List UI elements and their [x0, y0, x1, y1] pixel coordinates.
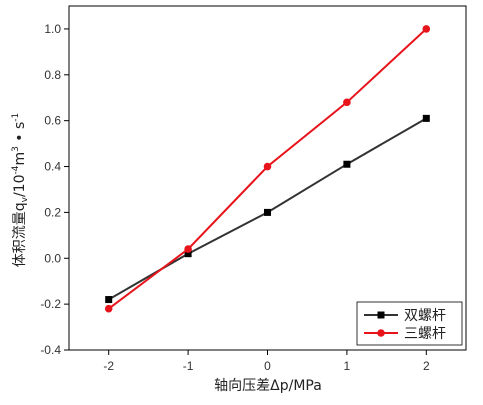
y-tick-label: 0.0 [44, 251, 61, 265]
data-point-square [343, 160, 351, 168]
y-tick-label: 0.2 [44, 205, 61, 219]
legend-label-shuangluogan: 双螺杆 [404, 308, 446, 324]
data-point-square [264, 208, 271, 216]
data-point-circle [343, 98, 351, 107]
x-tick-label: -2 [103, 359, 114, 373]
y-tick-label: 0.8 [44, 68, 61, 82]
legend-marker-shuangluogan [377, 311, 385, 319]
data-point-square [422, 114, 430, 122]
data-point-circle [104, 304, 113, 313]
series-layer [104, 25, 431, 313]
legend-marker-sanluogan [377, 329, 385, 337]
plot-frame [68, 5, 467, 351]
legend-box [356, 301, 463, 346]
data-point-circle [263, 162, 272, 171]
data-point-square [105, 296, 113, 304]
x-tick-label: 2 [423, 359, 430, 373]
y-tick-label: 0.4 [44, 160, 61, 174]
data-point-square [184, 250, 192, 258]
data-point-circle [184, 245, 192, 253]
y-tick-label: -0.2 [40, 297, 61, 311]
legend-label-sanluogan: 三螺杆 [404, 326, 446, 342]
y-axis: -0.4 -0.2 0.0 0.2 0.4 0.6 0.8 1.0 [40, 22, 69, 357]
y-tick-label: 0.6 [44, 114, 61, 128]
x-axis-title: 轴向压差Δp/MPa [214, 378, 322, 394]
data-point-circle [422, 25, 431, 33]
x-axis: -2 -1 0 1 2 [103, 350, 430, 373]
y-tick-label: -0.4 [40, 343, 61, 357]
y-axis-title: 体积流量qv/10-4m3 • s-1 [11, 113, 30, 268]
y-tick-label: 1.0 [44, 22, 61, 36]
legend: 双螺杆 三螺杆 [356, 301, 463, 346]
x-tick-label: -1 [183, 359, 194, 373]
x-tick-label: 0 [264, 359, 271, 373]
x-tick-label: 1 [344, 359, 351, 373]
